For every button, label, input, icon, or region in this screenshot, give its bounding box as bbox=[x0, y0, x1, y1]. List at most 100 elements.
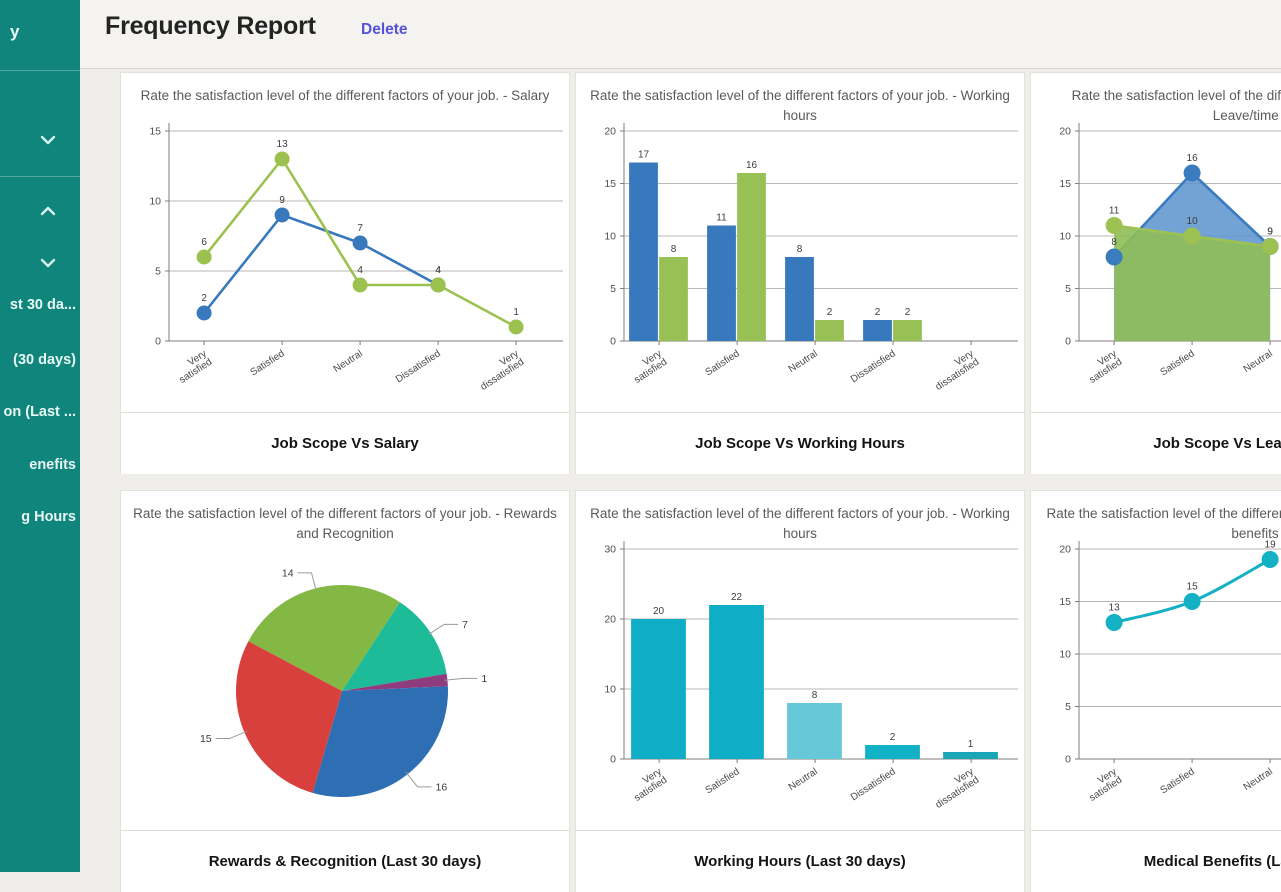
svg-text:9: 9 bbox=[279, 195, 285, 206]
svg-text:11: 11 bbox=[1109, 206, 1120, 217]
chart-title: Rate the satisfaction level of the diffe… bbox=[140, 88, 550, 103]
svg-text:19: 19 bbox=[1265, 540, 1277, 551]
svg-text:9: 9 bbox=[1267, 227, 1273, 238]
svg-text:5: 5 bbox=[1065, 283, 1071, 295]
svg-text:8: 8 bbox=[1111, 237, 1117, 248]
svg-text:10: 10 bbox=[149, 196, 161, 208]
svg-text:0: 0 bbox=[610, 336, 616, 348]
report-card-rewards: 14 7 1 16 15 Rate the satisfaction level of … bbox=[120, 490, 570, 892]
svg-text:8: 8 bbox=[812, 690, 818, 701]
sidebar-item[interactable]: st 30 da... bbox=[9, 297, 76, 313]
svg-text:10: 10 bbox=[1059, 649, 1071, 661]
svg-text:2: 2 bbox=[875, 307, 881, 318]
line-chart-medical: 05101520VerysatisfiedSatisfiedNeutralDis… bbox=[1059, 540, 1281, 804]
svg-text:Verysatisfied: Verysatisfied bbox=[1082, 348, 1124, 386]
chart-title: Rate the satisfaction level of the diffe… bbox=[1071, 88, 1281, 124]
svg-text:5: 5 bbox=[610, 283, 616, 295]
svg-text:13: 13 bbox=[277, 139, 289, 150]
svg-text:20: 20 bbox=[1059, 126, 1071, 138]
svg-text:15: 15 bbox=[149, 126, 161, 138]
svg-text:16: 16 bbox=[1187, 153, 1199, 164]
svg-text:16: 16 bbox=[435, 781, 447, 793]
pie-chart-rewards: 14 7 1 16 15 bbox=[200, 567, 487, 797]
svg-text:4: 4 bbox=[357, 265, 363, 276]
svg-text:2: 2 bbox=[827, 307, 833, 318]
svg-text:5: 5 bbox=[155, 266, 161, 278]
chevron-down-icon[interactable] bbox=[40, 255, 56, 268]
svg-text:15: 15 bbox=[200, 733, 212, 745]
area-chart-leave: 05101520VerysatisfiedSatisfiedNeutralDis… bbox=[1059, 123, 1281, 386]
svg-text:0: 0 bbox=[1065, 754, 1071, 766]
sidebar: y st 30 da... (30 days) on (Last ... enefit… bbox=[0, 0, 80, 872]
svg-text:0: 0 bbox=[155, 336, 161, 348]
sidebar-divider bbox=[0, 176, 80, 177]
report-card-salary: 0 5 10 15 Verysatisfied Satisfied Neutral Dissa… bbox=[120, 72, 570, 474]
svg-text:5: 5 bbox=[1065, 701, 1071, 713]
card-caption: Medical Benefits (Last 30 days) bbox=[1031, 830, 1281, 892]
svg-text:9: 9 bbox=[1267, 227, 1273, 238]
svg-text:Dissatisfied: Dissatisfied bbox=[849, 348, 898, 385]
chevron-up-icon[interactable] bbox=[40, 203, 56, 216]
sidebar-item[interactable]: (30 days) bbox=[13, 352, 76, 368]
svg-text:1: 1 bbox=[481, 673, 487, 685]
report-card-leave: 05101520VerysatisfiedSatisfiedNeutralDis… bbox=[1030, 72, 1281, 474]
svg-text:2: 2 bbox=[890, 732, 896, 743]
bar-chart-working-hours: 0 5 10 15 20 Verysatisfied Satisfied Neutral Dis… bbox=[604, 123, 1018, 393]
svg-text:Neutral: Neutral bbox=[1242, 766, 1275, 793]
svg-text:Satisfied: Satisfied bbox=[704, 766, 742, 796]
svg-text:15: 15 bbox=[604, 178, 616, 190]
svg-text:Verydissatisfied: Verydissatisfied bbox=[928, 766, 981, 811]
svg-text:20: 20 bbox=[1059, 544, 1071, 556]
svg-text:20: 20 bbox=[653, 606, 665, 617]
svg-text:Verysatisfied: Verysatisfied bbox=[1082, 766, 1124, 804]
svg-text:Satisfied: Satisfied bbox=[704, 348, 742, 378]
sidebar-item[interactable]: g Hours bbox=[21, 509, 76, 525]
svg-text:1: 1 bbox=[513, 307, 519, 318]
sidebar-item[interactable]: enefits bbox=[29, 457, 76, 473]
svg-text:Dissatisfied: Dissatisfied bbox=[849, 766, 898, 803]
svg-text:10: 10 bbox=[604, 231, 616, 243]
svg-text:22: 22 bbox=[731, 592, 743, 603]
svg-text:Neutral: Neutral bbox=[787, 348, 820, 375]
svg-text:Dissatisfied: Dissatisfied bbox=[394, 348, 443, 385]
svg-text:1: 1 bbox=[968, 739, 974, 750]
svg-text:20: 20 bbox=[604, 614, 616, 626]
svg-text:Neutral: Neutral bbox=[787, 766, 820, 793]
svg-text:10: 10 bbox=[604, 684, 616, 696]
chart-title: Rate the satisfaction level of the diffe… bbox=[590, 506, 1010, 542]
svg-text:7: 7 bbox=[357, 223, 363, 234]
report-card-working-hours: 0 5 10 15 20 Verysatisfied Satisfied Neutral Dis… bbox=[575, 72, 1025, 474]
line-chart-salary: 0 5 10 15 Verysatisfied Satisfied Neutral Dissa… bbox=[149, 123, 563, 393]
svg-text:11: 11 bbox=[716, 213, 727, 224]
svg-text:Neutral: Neutral bbox=[332, 348, 365, 375]
svg-text:14: 14 bbox=[282, 567, 294, 579]
svg-text:15: 15 bbox=[1059, 596, 1071, 608]
svg-text:10: 10 bbox=[1059, 231, 1071, 243]
delete-button[interactable]: Delete bbox=[361, 21, 408, 38]
svg-text:17: 17 bbox=[638, 150, 650, 161]
report-card-medical: 05101520VerysatisfiedSatisfiedNeutralDis… bbox=[1030, 490, 1281, 892]
svg-text:Verydissatisfied: Verydissatisfied bbox=[473, 348, 526, 393]
svg-text:15: 15 bbox=[1187, 582, 1199, 593]
svg-text:Neutral: Neutral bbox=[1242, 348, 1275, 375]
svg-text:10: 10 bbox=[1187, 216, 1199, 227]
chevron-down-icon[interactable] bbox=[40, 132, 56, 145]
svg-text:Satisfied: Satisfied bbox=[1159, 348, 1197, 378]
svg-text:20: 20 bbox=[604, 126, 616, 138]
sidebar-divider bbox=[0, 70, 80, 71]
svg-text:4: 4 bbox=[435, 265, 441, 276]
svg-text:7: 7 bbox=[462, 619, 468, 631]
report-card-working-hours-30d: 0 10 20 30 Verysatisfied Satisfied Neutral Diss… bbox=[575, 490, 1025, 892]
card-caption: Rewards & Recognition (Last 30 days) bbox=[121, 830, 569, 892]
svg-text:Satisfied: Satisfied bbox=[249, 348, 287, 378]
svg-text:13: 13 bbox=[1109, 603, 1121, 614]
chart-title: Rate the satisfaction level of the diffe… bbox=[1046, 506, 1281, 542]
card-caption: Job Scope Vs Salary bbox=[121, 412, 569, 474]
svg-text:15: 15 bbox=[1059, 178, 1071, 190]
sidebar-item[interactable]: on (Last ... bbox=[3, 404, 77, 420]
svg-text:16: 16 bbox=[746, 160, 758, 171]
svg-text:2: 2 bbox=[201, 293, 207, 304]
svg-text:0: 0 bbox=[1065, 336, 1071, 348]
card-caption: Working Hours (Last 30 days) bbox=[576, 830, 1024, 892]
svg-text:Verydissatisfied: Verydissatisfied bbox=[928, 348, 981, 393]
